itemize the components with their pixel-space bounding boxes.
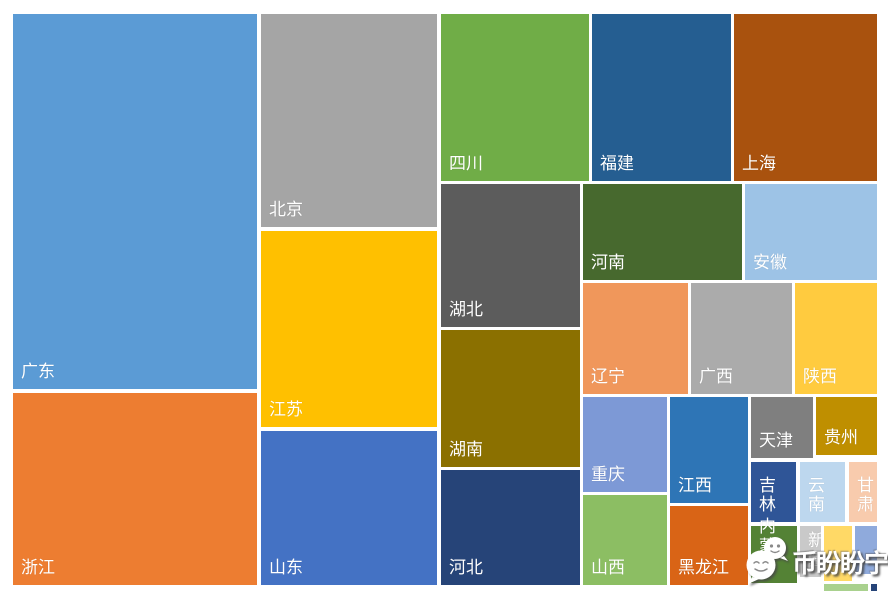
treemap-cell-8: 上海 bbox=[734, 14, 877, 181]
treemap-cell-28 bbox=[824, 526, 852, 581]
treemap-cell-label: 广西 bbox=[699, 367, 733, 387]
treemap-cell-label: 重庆 bbox=[591, 465, 625, 485]
treemap-cell-label: 辽宁 bbox=[591, 367, 625, 387]
treemap-cell-label: 北京 bbox=[269, 200, 303, 220]
treemap-cell-label: 河南 bbox=[591, 253, 625, 273]
treemap-cell-label: 上海 bbox=[742, 154, 776, 174]
treemap-cell-label: 江苏 bbox=[269, 400, 303, 420]
treemap-cell-label: 四川 bbox=[449, 154, 483, 174]
treemap-cell-5: 山东 bbox=[261, 431, 437, 585]
treemap-cell-label: 新疆 bbox=[808, 530, 821, 570]
treemap-cell-label: 河北 bbox=[449, 558, 483, 578]
treemap-cell-14: 广西 bbox=[691, 283, 792, 394]
treemap-cell-31 bbox=[871, 584, 877, 591]
treemap-cell-12: 湖南 bbox=[441, 330, 580, 467]
treemap-cell-29 bbox=[855, 526, 877, 574]
treemap-cell-25: 甘肃 bbox=[849, 462, 877, 522]
treemap-cell-26: 内蒙古 bbox=[751, 517, 797, 583]
treemap-cell-label: 浙江 bbox=[21, 558, 55, 578]
treemap-cell-label: 天津 bbox=[759, 431, 793, 451]
treemap-cell-10: 河南 bbox=[583, 184, 742, 280]
treemap-cell-21: 山西 bbox=[583, 495, 667, 585]
treemap-cell-24: 云南 bbox=[800, 462, 845, 522]
treemap-cell-4: 江苏 bbox=[261, 231, 437, 427]
treemap-cell-15: 陕西 bbox=[795, 283, 877, 394]
treemap-cell-2: 浙江 bbox=[13, 393, 257, 585]
treemap-cell-1: 广东 bbox=[13, 14, 257, 389]
treemap-cell-label: 陕西 bbox=[803, 367, 837, 387]
treemap-cell-label: 贵州 bbox=[824, 428, 858, 448]
treemap-cell-9: 湖北 bbox=[441, 184, 580, 327]
treemap-cell-17: 重庆 bbox=[583, 397, 667, 492]
treemap-cell-label: 山西 bbox=[591, 558, 625, 578]
treemap-cell-label: 湖北 bbox=[449, 300, 483, 320]
treemap-cell-label: 江西 bbox=[678, 476, 712, 496]
treemap-cell-13: 辽宁 bbox=[583, 283, 688, 394]
treemap-cell-16: 河北 bbox=[441, 470, 580, 585]
treemap-cell-label: 山东 bbox=[269, 558, 303, 578]
treemap-cell-label: 福建 bbox=[600, 154, 634, 174]
treemap-cell-label: 吉林 bbox=[759, 475, 776, 515]
treemap-cell-7: 福建 bbox=[592, 14, 731, 181]
treemap-cell-label: 云南 bbox=[808, 475, 825, 515]
treemap-cell-22: 黑龙江 bbox=[670, 506, 748, 585]
treemap-cell-30 bbox=[824, 584, 868, 591]
treemap-cell-label: 湖南 bbox=[449, 440, 483, 460]
treemap-cell-label: 内蒙古 bbox=[759, 517, 776, 576]
treemap-cell-23: 吉林 bbox=[751, 462, 796, 522]
treemap-cell-19: 天津 bbox=[751, 397, 813, 458]
treemap-cell-label: 黑龙江 bbox=[678, 558, 729, 578]
treemap-cell-label: 甘肃 bbox=[857, 475, 874, 515]
treemap-cell-3: 北京 bbox=[261, 14, 437, 227]
treemap-cell-11: 安徽 bbox=[745, 184, 877, 280]
treemap-cell-6: 四川 bbox=[441, 14, 589, 181]
treemap-cell-label: 安徽 bbox=[753, 253, 787, 273]
treemap-cell-20: 贵州 bbox=[816, 397, 877, 455]
treemap-cell-label: 广东 bbox=[21, 362, 55, 382]
treemap-cell-18: 江西 bbox=[670, 397, 748, 503]
treemap-cell-27: 新疆 bbox=[800, 526, 821, 577]
